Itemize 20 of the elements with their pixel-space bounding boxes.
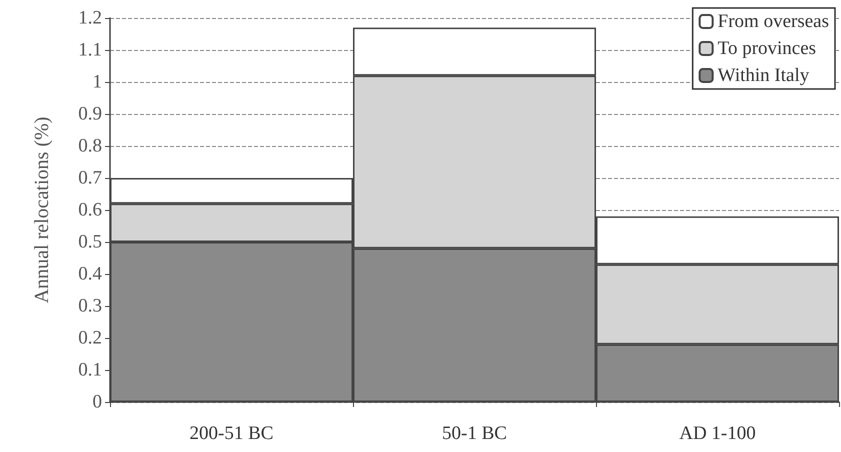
legend-label: From overseas <box>718 11 830 32</box>
y-tick-label: 0.2 <box>78 328 102 348</box>
x-tick-label: 200-51 BC <box>190 423 274 444</box>
x-tick-label: AD 1-100 <box>679 423 756 444</box>
y-tick-label: 0.7 <box>78 168 102 188</box>
y-tick-label: 0 <box>92 392 102 412</box>
y-tick-label: 0.3 <box>78 296 102 316</box>
y-tick-label: 0.5 <box>78 232 102 252</box>
y-tick-label: 0.8 <box>78 136 102 156</box>
y-tick-label: 0.1 <box>78 360 102 380</box>
y-tick-label: 1 <box>92 72 102 92</box>
y-tick-label: 1.2 <box>78 8 102 28</box>
y-tick-label: 0.9 <box>78 104 102 124</box>
x-tick-label: 50-1 BC <box>442 423 507 444</box>
y-axis-title: Annual relocations (%) <box>31 116 53 304</box>
y-tick-label: 1.1 <box>78 40 102 60</box>
y-tick-label: 0.6 <box>78 200 102 220</box>
y-tick-label: 0.4 <box>78 264 102 284</box>
legend-label: To provinces <box>718 38 816 59</box>
legend-label: Within Italy <box>718 65 810 86</box>
